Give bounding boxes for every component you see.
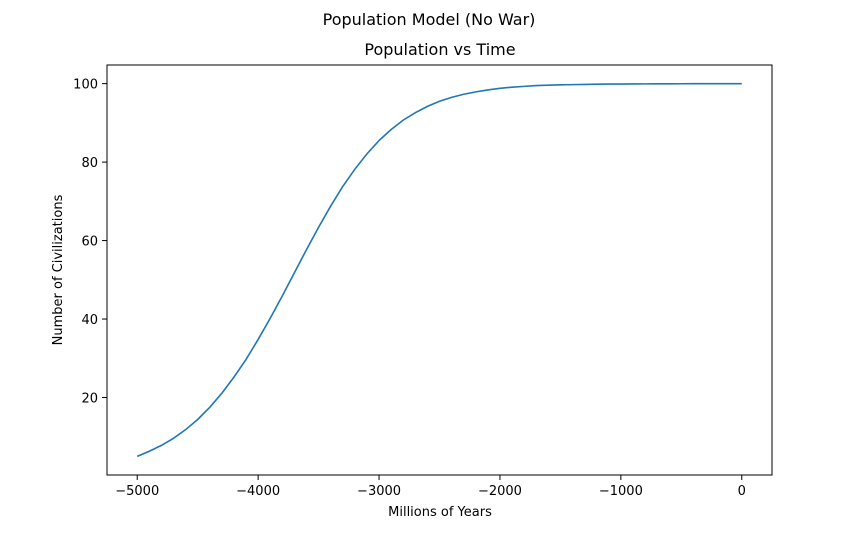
y-tick-label: 80 [81, 156, 98, 171]
x-tick-label: 0 [738, 484, 746, 499]
figure-suptitle: Population Model (No War) [323, 10, 536, 29]
y-tick-label: 60 [81, 235, 98, 250]
x-tick-label: −1000 [599, 484, 643, 499]
series-line [136, 82, 742, 458]
y-tick-label: 100 [73, 78, 98, 93]
y-ticks: 20 40 60 80 100 [73, 78, 107, 407]
x-ticks: −5000 −4000 −3000 −2000 −1000 0 [115, 475, 746, 499]
x-tick-label: −2000 [478, 484, 522, 499]
y-tick-label: 20 [81, 392, 98, 407]
x-tick-label: −5000 [115, 484, 159, 499]
x-axis-label: Millions of Years [388, 505, 492, 520]
chart-title: Population vs Time [364, 40, 515, 59]
plot-area [106, 64, 773, 476]
y-tick-label: 40 [81, 313, 98, 328]
x-tick-label: −3000 [357, 484, 401, 499]
y-axis-label: Number of Civilizations [51, 194, 66, 345]
x-tick-label: −4000 [236, 484, 280, 499]
